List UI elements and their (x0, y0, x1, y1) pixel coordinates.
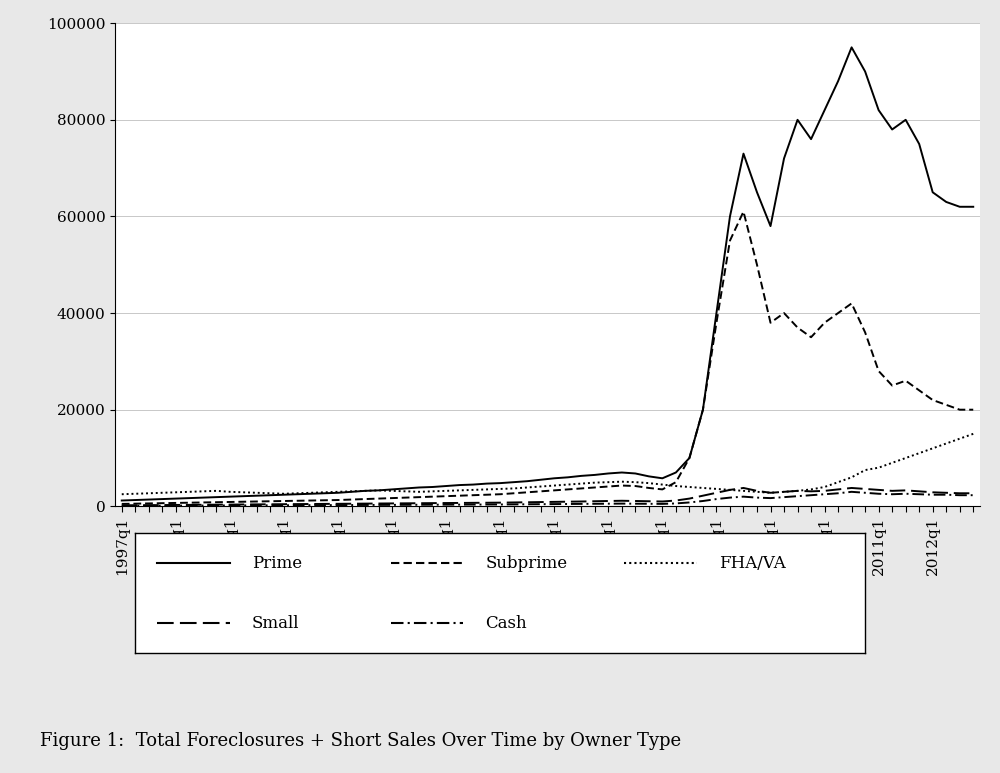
Text: Prime: Prime (252, 555, 302, 572)
Subprime (670, 478, 682, 487)
Cash (116, 501, 128, 510)
Small (589, 496, 601, 506)
Small (670, 496, 682, 506)
Small (224, 500, 236, 509)
Cash (967, 491, 979, 500)
Text: Figure 1:  Total Foreclosures + Short Sales Over Time by Owner Type: Figure 1: Total Foreclosures + Short Sal… (40, 732, 681, 750)
Subprime (656, 485, 668, 494)
Line: FHA/VA: FHA/VA (122, 434, 973, 494)
Cash (535, 499, 547, 509)
Cash (224, 501, 236, 510)
Line: Subprime: Subprime (122, 212, 973, 504)
Text: Small: Small (252, 615, 299, 632)
FHA/VA (116, 489, 128, 499)
Prime (589, 470, 601, 479)
Cash (846, 487, 858, 496)
Subprime (967, 405, 979, 414)
Small (967, 489, 979, 498)
FHA/VA (589, 478, 601, 487)
Subprime (535, 487, 547, 496)
Line: Prime: Prime (122, 47, 973, 501)
Line: Small: Small (122, 488, 973, 506)
Cash (589, 499, 601, 509)
FHA/VA (670, 482, 682, 491)
Prime (670, 468, 682, 477)
Small (737, 483, 749, 492)
Prime (656, 474, 668, 483)
Small (116, 501, 128, 510)
Subprime (737, 207, 749, 216)
Small (535, 498, 547, 507)
Prime (224, 492, 236, 501)
FHA/VA (656, 480, 668, 489)
Text: FHA/VA: FHA/VA (719, 555, 786, 572)
Small (656, 497, 668, 506)
Small (467, 498, 479, 507)
Subprime (224, 497, 236, 506)
Prime (535, 475, 547, 485)
FHA/VA (467, 485, 479, 495)
Text: Cash: Cash (485, 615, 527, 632)
Cash (670, 499, 682, 508)
Line: Cash: Cash (122, 492, 973, 506)
FHA/VA (224, 487, 236, 496)
Subprime (589, 483, 601, 492)
Prime (116, 496, 128, 506)
Cash (656, 499, 668, 509)
Prime (846, 43, 858, 52)
Subprime (116, 499, 128, 509)
FHA/VA (535, 482, 547, 491)
Prime (467, 480, 479, 489)
Cash (467, 500, 479, 509)
Text: Subprime: Subprime (485, 555, 568, 572)
Subprime (467, 491, 479, 500)
Prime (967, 202, 979, 211)
FHA/VA (967, 429, 979, 438)
